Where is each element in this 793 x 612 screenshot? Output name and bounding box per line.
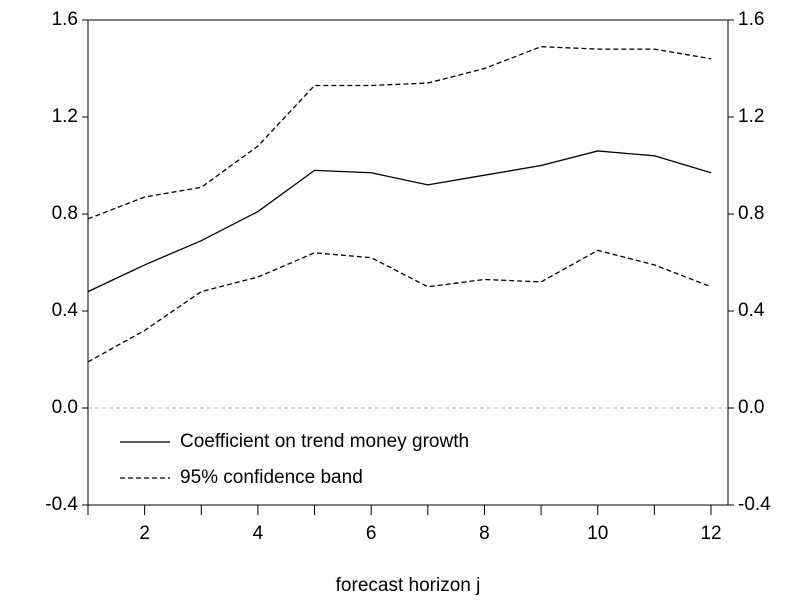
y2-tick-label: 0.8 bbox=[738, 203, 764, 224]
legend-label: 95% confidence band bbox=[180, 467, 363, 488]
y-tick-label: 1.2 bbox=[52, 106, 78, 127]
x-tick-label: 4 bbox=[253, 523, 264, 544]
y-tick-label: 0.0 bbox=[52, 397, 78, 418]
x-tick-label: 12 bbox=[700, 523, 721, 544]
y2-tick-label: 1.6 bbox=[738, 9, 764, 30]
x-axis-label: forecast horizon j bbox=[336, 575, 481, 596]
y2-tick-label: 0.0 bbox=[738, 397, 764, 418]
y2-tick-label: -0.4 bbox=[738, 494, 771, 515]
y-tick-label: 0.8 bbox=[52, 203, 78, 224]
x-tick-label: 6 bbox=[366, 523, 377, 544]
y2-tick-label: 1.2 bbox=[738, 106, 764, 127]
y-tick-label: 1.6 bbox=[52, 9, 78, 30]
plot-frame bbox=[87, 19, 729, 506]
y-tick-label: 0.4 bbox=[52, 300, 79, 321]
series-line bbox=[87, 46, 712, 220]
x-tick-label: 2 bbox=[139, 523, 150, 544]
y-tick-label: -0.4 bbox=[45, 494, 78, 515]
series-line bbox=[87, 150, 712, 293]
x-tick-label: 10 bbox=[587, 523, 608, 544]
y2-tick-label: 0.4 bbox=[738, 300, 765, 321]
x-tick-label: 8 bbox=[479, 523, 490, 544]
legend-label: Coefficient on trend money growth bbox=[180, 431, 469, 452]
series-line bbox=[87, 249, 712, 363]
